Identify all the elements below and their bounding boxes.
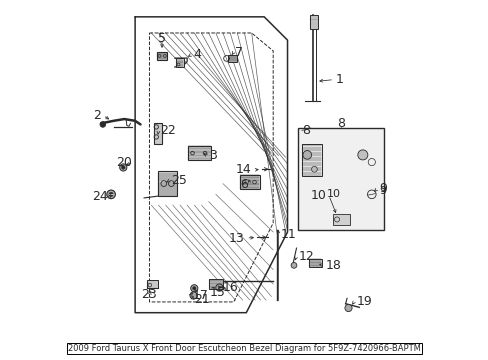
Circle shape [192, 287, 196, 290]
Text: 9: 9 [378, 186, 386, 196]
Text: 10: 10 [326, 189, 340, 199]
Text: 6: 6 [240, 178, 247, 191]
Text: 15: 15 [209, 287, 225, 300]
Bar [308, 259, 321, 267]
Bar [175, 58, 183, 67]
Text: 8: 8 [337, 117, 345, 130]
Text: 3: 3 [208, 149, 216, 162]
Circle shape [190, 292, 197, 299]
Text: 10: 10 [310, 189, 326, 202]
Text: 2009 Ford Taurus X Front Door Escutcheon Bezel Diagram for 5F9Z-7420966-BAPTM: 2009 Ford Taurus X Front Door Escutcheon… [68, 344, 420, 353]
Bar [309, 15, 318, 30]
Circle shape [120, 164, 126, 171]
Text: 21: 21 [194, 293, 210, 306]
Text: 7: 7 [235, 46, 243, 59]
Text: 13: 13 [228, 231, 244, 244]
Bar [147, 280, 158, 288]
Text: 11: 11 [280, 228, 296, 241]
Circle shape [121, 166, 125, 169]
Circle shape [290, 262, 296, 268]
Bar [208, 279, 223, 289]
Text: 4: 4 [193, 48, 201, 61]
Bar [156, 52, 167, 60]
Circle shape [106, 190, 115, 199]
Bar [239, 175, 259, 189]
Text: 18: 18 [325, 259, 340, 272]
Bar [228, 55, 237, 62]
Circle shape [344, 305, 351, 312]
Text: 16: 16 [222, 281, 238, 294]
Text: 1: 1 [335, 73, 343, 86]
Bar [333, 214, 349, 225]
Text: 14: 14 [235, 163, 251, 176]
Circle shape [357, 150, 367, 160]
Bar [154, 123, 162, 144]
Text: 5: 5 [158, 32, 166, 45]
Text: 22: 22 [160, 124, 176, 137]
Text: 20: 20 [116, 156, 131, 168]
Text: 24: 24 [92, 190, 107, 203]
Text: 23: 23 [142, 288, 157, 301]
Text: 12: 12 [298, 249, 313, 262]
Circle shape [100, 122, 105, 127]
Text: 17: 17 [192, 289, 208, 302]
Bar [301, 144, 321, 176]
Bar [187, 146, 211, 160]
Text: 25: 25 [171, 174, 186, 187]
Text: 8: 8 [301, 124, 309, 137]
Text: 19: 19 [356, 295, 371, 308]
Bar [297, 128, 383, 230]
Circle shape [303, 150, 311, 159]
Text: 2: 2 [93, 109, 101, 122]
Circle shape [190, 285, 198, 292]
Circle shape [109, 192, 113, 197]
Text: 9: 9 [378, 183, 386, 195]
Bar [158, 171, 177, 196]
